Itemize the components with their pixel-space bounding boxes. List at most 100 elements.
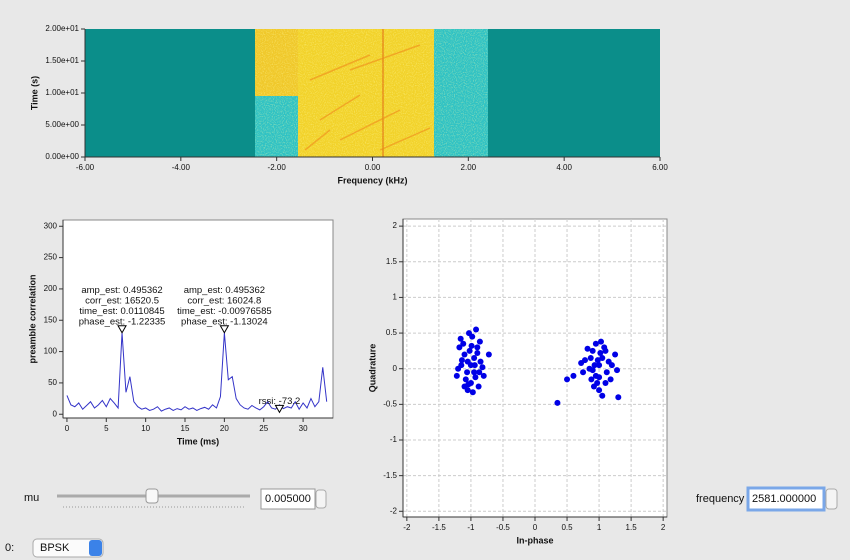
annotation: phase_est: -1.22335 — [79, 316, 166, 327]
x-tick-label: -4.00 — [172, 163, 191, 172]
x-tick-label: 2.00 — [461, 163, 477, 172]
y-tick-label: 0.5 — [386, 328, 398, 337]
y-tick-label: 0.00e+00 — [45, 152, 79, 161]
point — [608, 362, 615, 369]
marker — [117, 325, 127, 334]
x-axis-label: In-phase — [516, 535, 553, 545]
slider-thumb[interactable] — [145, 488, 159, 504]
point — [584, 345, 591, 352]
y-tick-label: 250 — [44, 253, 58, 262]
y-tick-label: 150 — [44, 315, 58, 324]
point — [594, 357, 601, 364]
y-tick-label: -1.5 — [383, 471, 397, 480]
point — [614, 367, 621, 374]
point — [460, 340, 467, 347]
point — [597, 350, 604, 357]
point — [589, 347, 596, 354]
point — [602, 379, 609, 386]
point — [591, 362, 598, 369]
annotation: corr_est: 16024.8 — [187, 295, 261, 306]
selector[interactable] — [32, 538, 104, 558]
y-tick-label: 2 — [393, 221, 398, 230]
annotation: amp_est: 0.495362 — [81, 285, 162, 296]
point — [453, 372, 460, 379]
point — [580, 369, 587, 376]
y-tick-label: 1.00e+01 — [45, 88, 79, 97]
plot-area — [402, 218, 668, 518]
point — [596, 362, 603, 369]
x-tick-label: 0 — [533, 523, 538, 532]
annotation: time_est: 0.0110845 — [79, 306, 164, 317]
mu-value: 0.005000 — [265, 493, 311, 505]
spin-button[interactable] — [315, 489, 327, 509]
y-tick-label: 1 — [393, 293, 398, 302]
point — [607, 376, 614, 383]
point — [479, 364, 486, 371]
x-tick-label: -2 — [403, 523, 411, 532]
x-tick-label: 30 — [299, 424, 308, 433]
point — [594, 379, 601, 386]
x-tick-label: 20 — [220, 424, 229, 433]
selector-value: BPSK — [40, 542, 70, 554]
x-tick-label: 6.00 — [652, 163, 668, 172]
frequency-input[interactable] — [746, 486, 826, 512]
x-tick-label: 2 — [661, 523, 666, 532]
selector-arrow[interactable] — [89, 540, 102, 556]
y-tick-label: 200 — [44, 284, 58, 293]
point — [471, 369, 478, 376]
point — [599, 355, 606, 362]
line — [66, 332, 328, 412]
y-tick-label: 1.50e+01 — [45, 56, 79, 65]
y-tick-label: 50 — [48, 378, 57, 387]
point — [466, 330, 472, 337]
point — [457, 335, 464, 342]
marker — [274, 404, 285, 414]
selector-label: 0: — [5, 542, 14, 554]
point — [464, 369, 471, 376]
x-tick-label: -1.5 — [432, 523, 446, 532]
x-tick-label: 4.00 — [556, 163, 572, 172]
point — [589, 367, 596, 374]
annotation: rssi: -73.2 — [259, 396, 301, 407]
point — [462, 376, 469, 383]
point — [612, 351, 619, 358]
point — [472, 374, 479, 381]
point — [485, 351, 492, 358]
point — [602, 347, 609, 354]
point — [564, 376, 571, 383]
x-tick-label: -0.5 — [496, 523, 510, 532]
y-tick-label: 100 — [44, 347, 58, 356]
annotation: corr_est: 16520.5 — [85, 295, 159, 306]
point — [465, 381, 472, 388]
mu-label: mu — [24, 492, 39, 504]
frequency-label: frequency — [696, 493, 745, 505]
y-tick-label: 1.5 — [386, 257, 398, 266]
x-tick-label: 25 — [259, 424, 268, 433]
x-axis-label: Time (ms) — [177, 436, 219, 446]
point — [466, 347, 473, 354]
y-tick-label: 0 — [393, 364, 398, 373]
y-tick-label: -0.5 — [383, 399, 397, 408]
x-tick-label: -2.00 — [268, 163, 287, 172]
point — [476, 369, 483, 376]
point — [471, 362, 478, 369]
y-axis-label: Quadrature — [367, 344, 377, 393]
point — [475, 383, 482, 390]
y-tick-label: 300 — [44, 221, 58, 230]
point — [455, 365, 462, 372]
spin-button[interactable] — [825, 488, 838, 510]
point — [578, 360, 585, 367]
y-axis-label: preamble correlation — [27, 274, 37, 363]
annotation: phase_est: -1.13024 — [181, 316, 268, 327]
point — [477, 358, 484, 365]
x-tick-label: -6.00 — [76, 163, 95, 172]
plot-area — [62, 219, 334, 419]
point — [469, 389, 476, 396]
point — [473, 326, 480, 333]
mu-input[interactable] — [260, 488, 316, 510]
x-tick-label: 0 — [65, 424, 70, 433]
point — [480, 372, 487, 379]
y-axis-label: Time (s) — [29, 76, 39, 110]
